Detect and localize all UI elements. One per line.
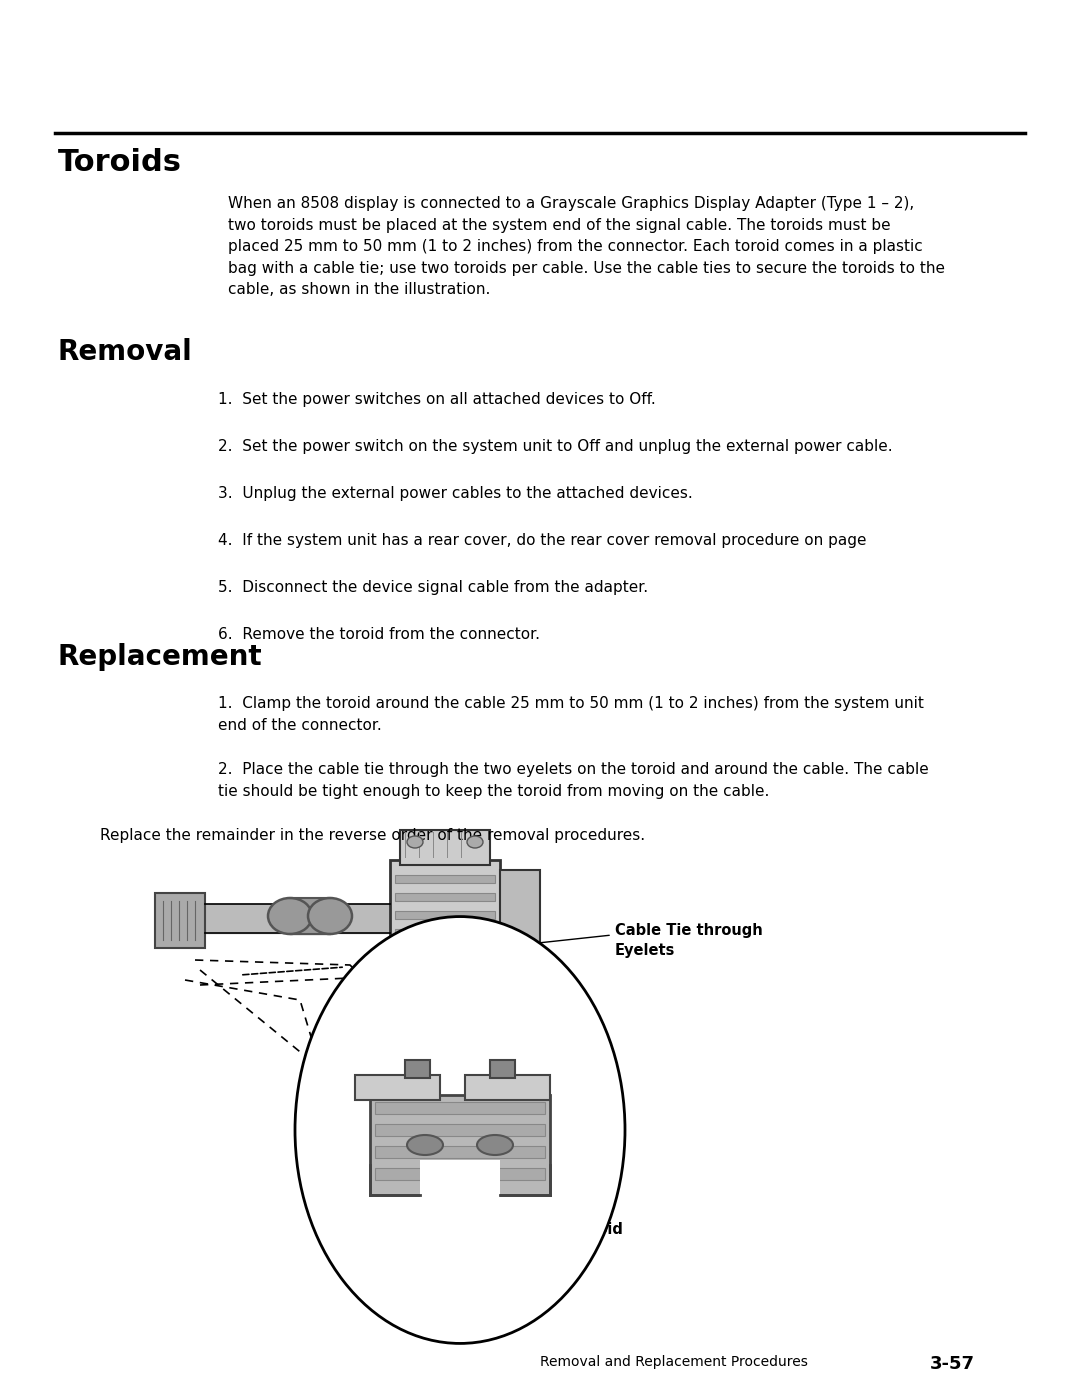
Text: 3-57: 3-57 — [930, 1355, 975, 1373]
Bar — [490, 1060, 515, 1078]
Text: Toroid: Toroid — [573, 1222, 624, 1236]
Ellipse shape — [407, 835, 423, 848]
Circle shape — [295, 916, 625, 1344]
Text: 1.  Set the power switches on all attached devices to Off.: 1. Set the power switches on all attache… — [218, 393, 656, 407]
Bar — [400, 830, 490, 865]
Text: 4.  If the system unit has a rear cover, do the rear cover removal procedure on : 4. If the system unit has a rear cover, … — [218, 534, 866, 548]
Bar — [405, 1060, 430, 1078]
Text: 6.  Remove the toroid from the connector.: 6. Remove the toroid from the connector. — [218, 627, 540, 643]
Bar — [375, 1146, 545, 1158]
Ellipse shape — [268, 898, 312, 935]
Text: Removal: Removal — [58, 338, 192, 366]
Text: 2.  Set the power switch on the system unit to Off and unplug the external power: 2. Set the power switch on the system un… — [218, 439, 893, 454]
Bar — [375, 1168, 545, 1180]
Bar — [395, 911, 495, 919]
Bar — [395, 929, 495, 937]
Text: Replace the remainder in the reverse order of the removal procedures.: Replace the remainder in the reverse ord… — [100, 828, 645, 842]
Text: 1.  Clamp the toroid around the cable 25 mm to 50 mm (1 to 2 inches) from the sy: 1. Clamp the toroid around the cable 25 … — [218, 696, 923, 732]
Bar — [370, 1095, 550, 1194]
Bar — [500, 870, 540, 950]
Bar — [395, 893, 495, 901]
Bar — [390, 861, 500, 960]
Ellipse shape — [477, 1134, 513, 1155]
Bar — [395, 875, 495, 883]
Text: Cable Tie through
Eyelets: Cable Tie through Eyelets — [615, 923, 762, 958]
Ellipse shape — [308, 898, 352, 935]
Ellipse shape — [467, 835, 483, 848]
Text: 3.  Unplug the external power cables to the attached devices.: 3. Unplug the external power cables to t… — [218, 486, 692, 502]
Text: When an 8508 display is connected to a Grayscale Graphics Display Adapter (Type : When an 8508 display is connected to a G… — [228, 196, 945, 298]
Bar — [420, 1160, 500, 1199]
Bar — [375, 1125, 545, 1136]
Text: Replacement: Replacement — [58, 643, 262, 671]
Text: Removal and Replacement Procedures: Removal and Replacement Procedures — [540, 1355, 808, 1369]
Bar — [375, 1102, 545, 1113]
Bar — [156, 893, 205, 949]
Text: 2.  Place the cable tie through the two eyelets on the toroid and around the cab: 2. Place the cable tie through the two e… — [218, 761, 929, 799]
Bar — [355, 1076, 440, 1099]
Bar — [465, 1076, 550, 1099]
Text: Toroids: Toroids — [58, 148, 183, 177]
Ellipse shape — [407, 1134, 443, 1155]
Text: 5.  Disconnect the device signal cable from the adapter.: 5. Disconnect the device signal cable fr… — [218, 580, 648, 595]
